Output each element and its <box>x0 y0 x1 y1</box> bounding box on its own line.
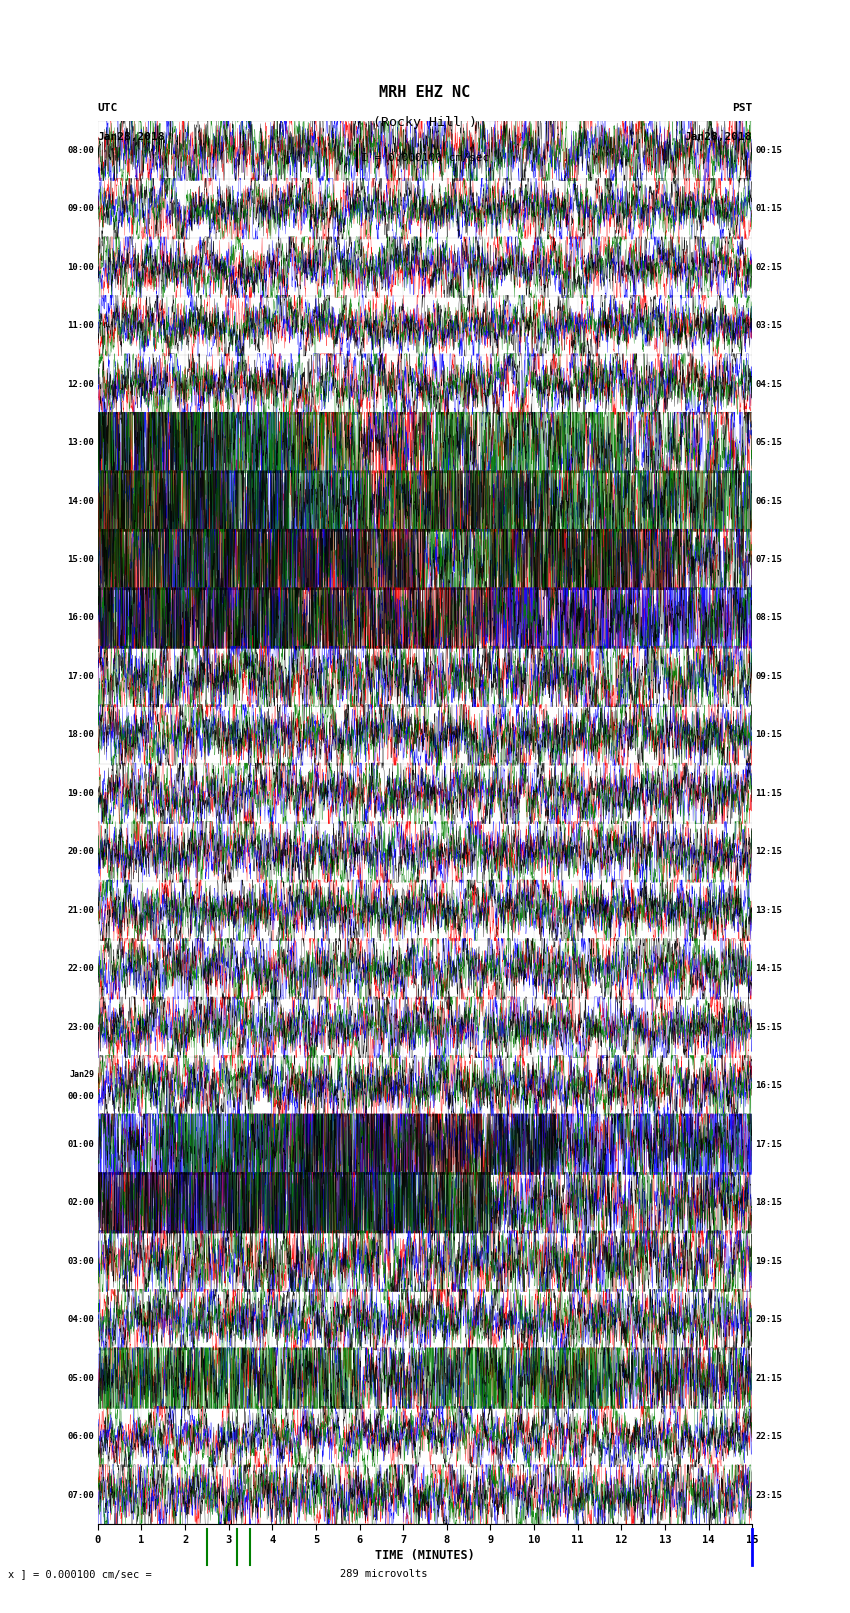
Text: 04:00: 04:00 <box>68 1315 94 1324</box>
Text: 12:15: 12:15 <box>756 847 782 857</box>
Text: 20:00: 20:00 <box>68 847 94 857</box>
Text: 15:15: 15:15 <box>756 1023 782 1032</box>
Text: 03:00: 03:00 <box>68 1257 94 1266</box>
Text: 16:00: 16:00 <box>68 613 94 623</box>
Text: 22:15: 22:15 <box>756 1432 782 1440</box>
Text: 08:15: 08:15 <box>756 613 782 623</box>
Text: UTC: UTC <box>98 103 118 113</box>
Text: Jan28,2018: Jan28,2018 <box>685 132 752 142</box>
Text: 07:00: 07:00 <box>68 1490 94 1500</box>
Text: 05:15: 05:15 <box>756 439 782 447</box>
Text: 23:15: 23:15 <box>756 1490 782 1500</box>
Text: 23:00: 23:00 <box>68 1023 94 1032</box>
Text: 13:00: 13:00 <box>68 439 94 447</box>
Text: 10:15: 10:15 <box>756 731 782 739</box>
Text: 08:00: 08:00 <box>68 145 94 155</box>
Text: 17:15: 17:15 <box>756 1140 782 1148</box>
Text: 10:00: 10:00 <box>68 263 94 271</box>
Text: 21:15: 21:15 <box>756 1374 782 1382</box>
Text: 06:00: 06:00 <box>68 1432 94 1440</box>
Text: 02:00: 02:00 <box>68 1198 94 1207</box>
Text: 18:15: 18:15 <box>756 1198 782 1207</box>
Text: 289 microvolts: 289 microvolts <box>340 1569 428 1579</box>
Text: 12:00: 12:00 <box>68 379 94 389</box>
Text: 05:00: 05:00 <box>68 1374 94 1382</box>
Text: MRH EHZ NC: MRH EHZ NC <box>379 85 471 100</box>
Text: 11:15: 11:15 <box>756 789 782 798</box>
Text: (Rocky Hill ): (Rocky Hill ) <box>373 116 477 129</box>
Text: Jan29: Jan29 <box>70 1069 94 1079</box>
Text: I = 0.000100 cm/sec: I = 0.000100 cm/sec <box>361 153 490 163</box>
Text: 07:15: 07:15 <box>756 555 782 565</box>
Text: 15:00: 15:00 <box>68 555 94 565</box>
Text: 14:00: 14:00 <box>68 497 94 505</box>
Text: PST: PST <box>732 103 752 113</box>
Text: 13:15: 13:15 <box>756 907 782 915</box>
Text: 04:15: 04:15 <box>756 379 782 389</box>
Text: Jan28,2018: Jan28,2018 <box>98 132 165 142</box>
Text: 19:00: 19:00 <box>68 789 94 798</box>
Text: 01:15: 01:15 <box>756 205 782 213</box>
Text: 16:15: 16:15 <box>756 1081 782 1090</box>
Text: 17:00: 17:00 <box>68 673 94 681</box>
Text: 22:00: 22:00 <box>68 965 94 973</box>
X-axis label: TIME (MINUTES): TIME (MINUTES) <box>375 1548 475 1561</box>
Text: 20:15: 20:15 <box>756 1315 782 1324</box>
Text: 14:15: 14:15 <box>756 965 782 973</box>
Text: 02:15: 02:15 <box>756 263 782 271</box>
Text: 03:15: 03:15 <box>756 321 782 331</box>
Text: 11:00: 11:00 <box>68 321 94 331</box>
Text: 00:15: 00:15 <box>756 145 782 155</box>
Text: x ] = 0.000100 cm/sec =: x ] = 0.000100 cm/sec = <box>8 1569 152 1579</box>
Text: 21:00: 21:00 <box>68 907 94 915</box>
Text: 18:00: 18:00 <box>68 731 94 739</box>
Text: 09:15: 09:15 <box>756 673 782 681</box>
Text: 06:15: 06:15 <box>756 497 782 505</box>
Text: 00:00: 00:00 <box>68 1092 94 1102</box>
Text: 09:00: 09:00 <box>68 205 94 213</box>
Text: 19:15: 19:15 <box>756 1257 782 1266</box>
Text: 01:00: 01:00 <box>68 1140 94 1148</box>
